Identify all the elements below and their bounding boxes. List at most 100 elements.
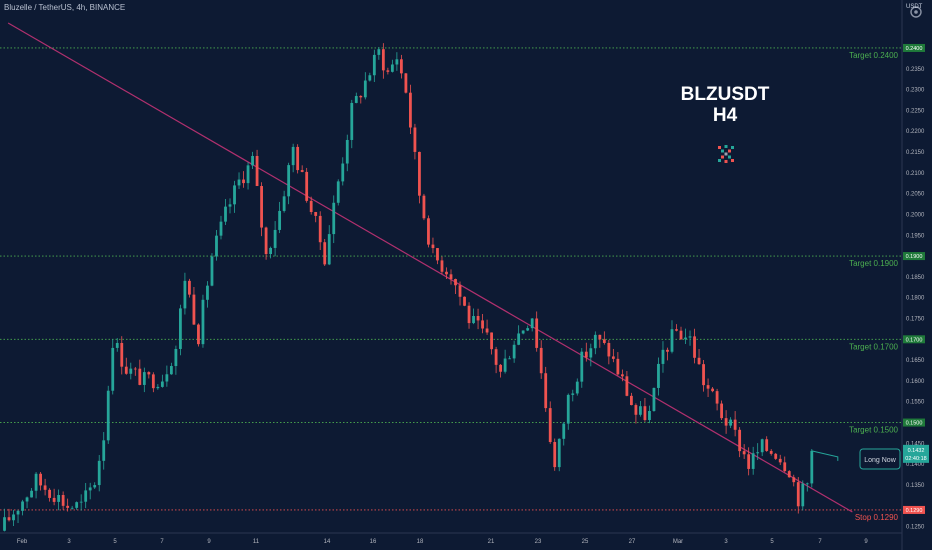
x-tick-label: 23 [535, 539, 542, 545]
currency-label: USDT [906, 4, 923, 10]
candle [666, 347, 669, 361]
current-price-tag [903, 444, 929, 463]
x-tick-label: Feb [17, 539, 28, 545]
settings-icon[interactable] [908, 4, 924, 20]
candle [309, 196, 313, 215]
candle [508, 355, 512, 360]
stop-label: Stop 0.1290 [855, 513, 899, 522]
candle-body [526, 328, 530, 331]
x-tick-label: 7 [818, 539, 822, 545]
candle-body [472, 316, 475, 324]
candle [535, 311, 539, 352]
candle-body [115, 342, 119, 348]
candle-body [539, 347, 543, 374]
candle-body [616, 358, 620, 375]
candle-body [368, 75, 372, 81]
candle-body [562, 423, 566, 439]
bluzelle-logo-icon [718, 145, 734, 163]
candle [530, 318, 534, 332]
target-label: Target 0.1700 [849, 342, 898, 351]
candle [584, 342, 588, 362]
candle-body [463, 296, 466, 306]
candle-body [512, 344, 516, 359]
candle-body [458, 285, 462, 297]
candle-body [711, 388, 714, 392]
y-tick-label: 0.1750 [906, 316, 925, 322]
candle-body [21, 501, 24, 511]
candle [634, 403, 638, 424]
candle [463, 296, 466, 307]
candle-body [206, 285, 209, 300]
x-tick-label: 27 [629, 539, 636, 545]
candle-body [332, 202, 336, 235]
x-tick-label: 25 [582, 539, 589, 545]
candle [589, 343, 593, 367]
candle [106, 385, 110, 444]
candle-body [661, 349, 665, 364]
candle-body [381, 49, 385, 71]
candle-body [724, 418, 728, 426]
candle-body [634, 405, 638, 415]
candle-body [670, 329, 674, 352]
candle [52, 488, 56, 506]
x-tick-label: 18 [417, 539, 424, 545]
candle-body [133, 368, 137, 370]
candle [539, 340, 543, 379]
candle-body [260, 186, 263, 228]
candle [201, 294, 205, 348]
candle-body [66, 505, 70, 508]
candle [661, 341, 665, 373]
candle-body [593, 334, 597, 349]
y-tick-label: 0.1550 [906, 400, 925, 406]
candle [715, 388, 719, 411]
candle-body [174, 348, 178, 367]
candle [476, 308, 480, 330]
candle-body [787, 471, 791, 478]
candle-body [88, 487, 92, 491]
candle-body [106, 390, 110, 441]
candle-body [630, 395, 633, 406]
candle-body [521, 330, 525, 334]
long-now-callout: Long Now [811, 448, 901, 470]
candle [422, 193, 426, 221]
candle [215, 230, 218, 261]
candle-body [693, 336, 696, 358]
candle-body [111, 347, 115, 391]
candle-body [228, 204, 232, 207]
candle [571, 389, 575, 402]
candle-body [255, 155, 259, 187]
candle [124, 357, 128, 375]
target-label: Target 0.1500 [849, 426, 898, 435]
candle [138, 359, 142, 386]
candle [169, 362, 173, 375]
candle [120, 336, 124, 375]
candle [702, 359, 705, 392]
candle-body [197, 324, 200, 345]
candle [796, 477, 800, 514]
candle-body [422, 195, 426, 219]
candle-body [93, 485, 97, 488]
candle [566, 393, 570, 430]
candle [499, 364, 503, 378]
candle [39, 472, 42, 491]
candle-body [602, 339, 606, 343]
candle [21, 499, 24, 516]
candle-body [269, 247, 272, 255]
candle-body [372, 54, 376, 76]
candle-body [219, 221, 223, 236]
x-tick-label: 11 [253, 539, 260, 545]
candle-body [697, 357, 701, 365]
candle-body [224, 206, 227, 222]
candle [179, 304, 182, 356]
y-tick-label: 0.2250 [906, 108, 925, 114]
candle-body [675, 329, 678, 331]
candle [630, 392, 633, 406]
candle [760, 438, 764, 457]
candle [436, 248, 439, 265]
candle [449, 269, 453, 285]
candle-body [169, 366, 173, 375]
y-tick-label: 0.2100 [906, 171, 925, 177]
candle [151, 372, 155, 393]
